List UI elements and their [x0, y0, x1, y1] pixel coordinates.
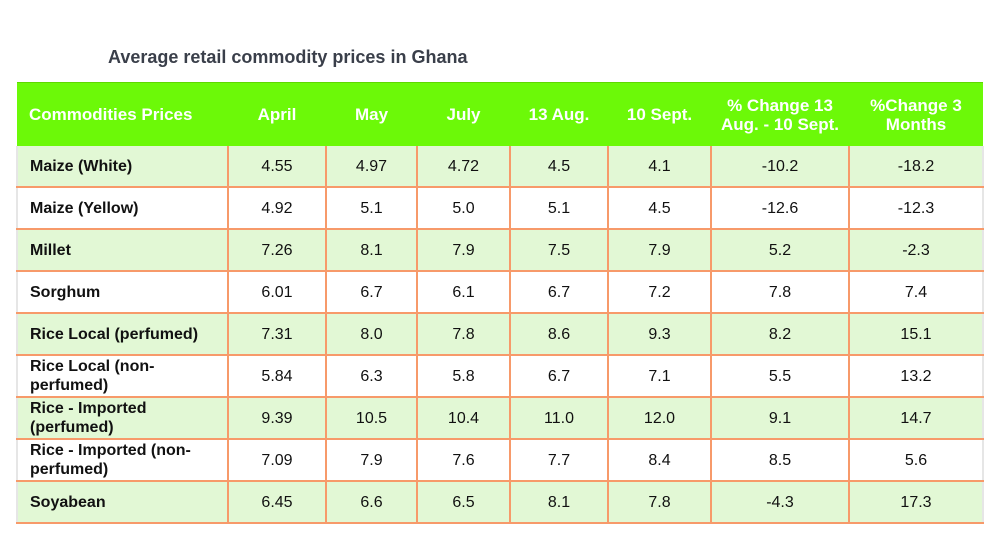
value-cell: 8.1 — [326, 229, 418, 272]
value-cell: 6.3 — [326, 355, 418, 398]
table-row: Rice Local (non-perfumed) 5.84 6.3 5.8 6.7 7.… — [16, 355, 984, 398]
value-cell: 11.0 — [510, 397, 609, 440]
value-cell: 7.9 — [326, 439, 418, 482]
value-cell: 6.7 — [326, 271, 418, 314]
value-cell: 5.8 — [417, 355, 511, 398]
column-header: July — [417, 82, 510, 146]
value-cell: 4.55 — [228, 146, 327, 188]
value-cell: 8.5 — [711, 439, 850, 482]
commodity-price-table: Commodities Prices April May July 13 Aug. 10 … — [16, 82, 984, 524]
value-cell: -18.2 — [849, 146, 984, 188]
value-cell: 7.9 — [608, 229, 712, 272]
value-cell: 4.5 — [608, 187, 712, 230]
value-cell: 7.8 — [417, 313, 511, 356]
header-row: Commodities Prices April May July 13 Aug. 10 … — [17, 82, 983, 146]
value-cell: 5.1 — [326, 187, 418, 230]
column-header: May — [326, 82, 417, 146]
value-cell: 9.39 — [228, 397, 327, 440]
value-cell: 7.2 — [608, 271, 712, 314]
column-header: 13 Aug. — [510, 82, 608, 146]
commodity-name-cell: Millet — [16, 229, 229, 272]
value-cell: 14.7 — [849, 397, 984, 440]
table-row: Rice Local (perfumed) 7.31 8.0 7.8 8.6 9.3 8.2… — [16, 313, 984, 356]
column-header: % Change 13 Aug. - 10 Sept. — [711, 82, 849, 146]
value-cell: 5.0 — [417, 187, 511, 230]
value-cell: 8.6 — [510, 313, 609, 356]
value-cell: 6.7 — [510, 355, 609, 398]
value-cell: 6.01 — [228, 271, 327, 314]
value-cell: -4.3 — [711, 481, 850, 524]
value-cell: 7.26 — [228, 229, 327, 272]
value-cell: -12.3 — [849, 187, 984, 230]
value-cell: 7.4 — [849, 271, 984, 314]
table-title: Average retail commodity prices in Ghana — [108, 47, 468, 67]
table-row: Sorghum 6.01 6.7 6.1 6.7 7.2 7.8 7.4 — [16, 271, 984, 314]
column-header: Commodities Prices — [17, 82, 228, 146]
value-cell: 10.5 — [326, 397, 418, 440]
value-cell: 8.1 — [510, 481, 609, 524]
value-cell: 7.31 — [228, 313, 327, 356]
table-row: Maize (Yellow) 4.92 5.1 5.0 5.1 4.5 -12.6 -12.3 — [16, 187, 984, 230]
table-row: Soyabean 6.45 6.6 6.5 8.1 7.8 -4.3 17.3 — [16, 481, 984, 524]
table-row: Rice - Imported (perfumed) 9.39 10.5 10.4 11… — [16, 397, 984, 440]
value-cell: 7.8 — [711, 271, 850, 314]
commodity-name-cell: Soyabean — [16, 481, 229, 524]
value-cell: 7.9 — [417, 229, 511, 272]
value-cell: 9.3 — [608, 313, 712, 356]
value-cell: 4.5 — [510, 146, 609, 188]
commodity-name-cell: Rice - Imported (perfumed) — [16, 397, 229, 440]
table-row: Millet 7.26 8.1 7.9 7.5 7.9 5.2 -2.3 — [16, 229, 984, 272]
value-cell: 7.09 — [228, 439, 327, 482]
commodity-name-cell: Maize (Yellow) — [16, 187, 229, 230]
column-header: %Change 3 Months — [849, 82, 983, 146]
value-cell: 7.5 — [510, 229, 609, 272]
value-cell: 6.1 — [417, 271, 511, 314]
value-cell: -10.2 — [711, 146, 850, 188]
commodity-name-cell: Maize (White) — [16, 146, 229, 188]
value-cell: 17.3 — [849, 481, 984, 524]
value-cell: 6.7 — [510, 271, 609, 314]
value-cell: 4.97 — [326, 146, 418, 188]
value-cell: 9.1 — [711, 397, 850, 440]
table-row: Maize (White) 4.55 4.97 4.72 4.5 4.1 -10.2 -18.… — [16, 146, 984, 188]
value-cell: 6.5 — [417, 481, 511, 524]
commodity-name-cell: Rice Local (perfumed) — [16, 313, 229, 356]
commodity-name-cell: Rice Local (non-perfumed) — [16, 355, 229, 398]
value-cell: 12.0 — [608, 397, 712, 440]
column-header: 10 Sept. — [608, 82, 711, 146]
value-cell: -12.6 — [711, 187, 850, 230]
value-cell: 5.5 — [711, 355, 850, 398]
value-cell: 7.7 — [510, 439, 609, 482]
value-cell: 4.72 — [417, 146, 511, 188]
value-cell: 10.4 — [417, 397, 511, 440]
value-cell: 15.1 — [849, 313, 984, 356]
value-cell: 4.92 — [228, 187, 327, 230]
value-cell: 5.1 — [510, 187, 609, 230]
value-cell: 8.4 — [608, 439, 712, 482]
value-cell: 4.1 — [608, 146, 712, 188]
commodity-name-cell: Sorghum — [16, 271, 229, 314]
value-cell: 7.8 — [608, 481, 712, 524]
value-cell: 7.6 — [417, 439, 511, 482]
value-cell: 6.6 — [326, 481, 418, 524]
value-cell: 5.84 — [228, 355, 327, 398]
value-cell: 13.2 — [849, 355, 984, 398]
commodity-name-cell: Rice - Imported (non-perfumed) — [16, 439, 229, 482]
value-cell: 6.45 — [228, 481, 327, 524]
column-header: April — [228, 82, 326, 146]
value-cell: 5.2 — [711, 229, 850, 272]
value-cell: 8.2 — [711, 313, 850, 356]
table-row: Rice - Imported (non-perfumed) 7.09 7.9 7.6… — [16, 439, 984, 482]
value-cell: 7.1 — [608, 355, 712, 398]
value-cell: -2.3 — [849, 229, 984, 272]
value-cell: 8.0 — [326, 313, 418, 356]
value-cell: 5.6 — [849, 439, 984, 482]
